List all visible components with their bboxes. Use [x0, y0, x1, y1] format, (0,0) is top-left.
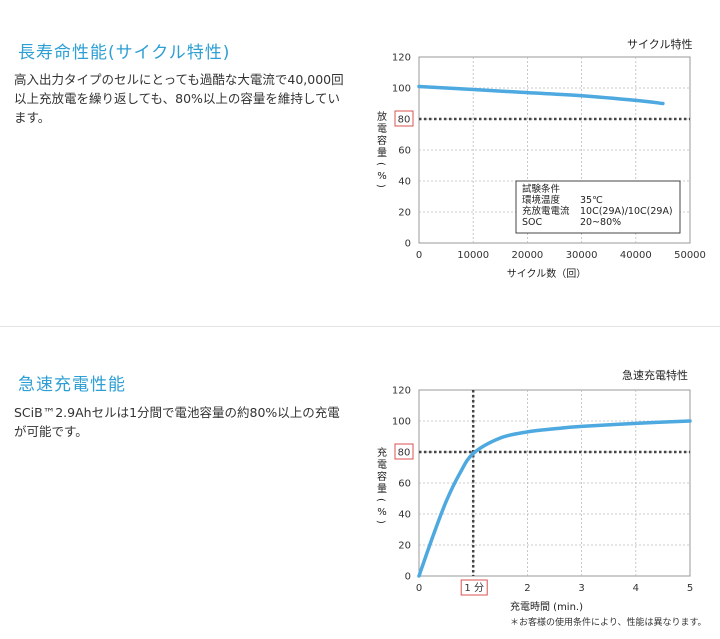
cycle-section: 長寿命性能(サイクル特性) 高入出力タイプのセルにとっても過酷な大電流で40,0… — [14, 38, 706, 281]
y-tick-label: 0 — [405, 239, 411, 250]
test-conditions-title: 試験条件 — [522, 183, 561, 195]
test-condition-label: SOC — [522, 217, 543, 228]
cycle-chart: 0 20 40 60 80 100 120 0 10000 20000 30000 40000 5000… — [375, 53, 706, 281]
x-tick-label: 30000 — [566, 250, 598, 261]
y-axis-label-char: ) — [375, 520, 386, 524]
y-tick-label: 20 — [398, 208, 411, 219]
reference-label-box — [394, 443, 414, 460]
series-line — [417, 419, 692, 578]
x-tick-label: 0 — [416, 250, 422, 261]
x-axis-label: サイクル数（回） — [507, 267, 587, 280]
y-tick-label: 120 — [392, 53, 411, 64]
y-axis-label-char: 充 — [377, 446, 387, 459]
y-axis-label-char: 電 — [377, 123, 387, 135]
reference-label-80: 80 — [398, 448, 411, 459]
y-axis-label-char: 量 — [377, 483, 387, 495]
test-condition-label: 環境温度 — [522, 194, 561, 206]
reference-vlabel: 1 分 — [464, 582, 484, 594]
y-axis-label-char: 電 — [377, 459, 387, 471]
test-condition-value: 10C(29A)/10C(29A) — [580, 206, 673, 217]
y-axis-label-char: % — [377, 171, 387, 182]
y-axis-label-char: 放 — [377, 110, 387, 123]
cycle-chart-title: サイクル特性 — [627, 38, 693, 51]
test-condition-value: 35℃ — [580, 195, 603, 206]
x-tick-label: 3 — [578, 583, 584, 594]
fast-charge-chart-title: 急速充電特性 — [622, 369, 688, 382]
series-line — [417, 84, 665, 106]
test-condition-value: 20~80% — [580, 217, 621, 228]
x-tick-label: 50000 — [674, 250, 706, 261]
reference-label-80: 80 — [398, 115, 411, 126]
fast-charge-section-description: SCiB™2.9Ahセルは1分間で電池容量の約80%以上の充電が可能です。 — [14, 405, 340, 439]
test-condition-label: 充放電電流 — [522, 205, 570, 217]
y-tick-label: 40 — [398, 510, 411, 521]
x-tick-label: 20000 — [511, 250, 543, 261]
x-tick-label: 40000 — [620, 250, 652, 261]
y-axis-label-char: 容 — [377, 470, 387, 483]
y-axis-label-char: ) — [375, 184, 386, 188]
fast-charge-section-title: 急速充電性能 — [18, 375, 126, 395]
y-axis-label-char: ( — [375, 498, 386, 502]
x-tick-label: 10000 — [457, 250, 489, 261]
cycle-section-title: 長寿命性能(サイクル特性) — [18, 43, 231, 63]
x-tick-label: 0 — [416, 583, 422, 594]
y-tick-label: 120 — [392, 386, 411, 397]
y-tick-label: 0 — [405, 572, 411, 583]
y-axis-label-char: 量 — [377, 147, 387, 159]
y-axis-label-char: ( — [375, 162, 386, 166]
disclaimer-note: ＊お客様の使用条件により、性能は異なります。 — [510, 618, 707, 628]
y-tick-label: 100 — [392, 417, 411, 428]
test-conditions-box — [515, 180, 681, 234]
y-tick-label: 100 — [392, 84, 411, 95]
y-tick-label: 40 — [398, 177, 411, 188]
cycle-section-description: 高入出力タイプのセルにとっても過酷な大電流で40,000回以上充放電を繰り返して… — [14, 72, 344, 125]
y-tick-label: 60 — [398, 146, 411, 157]
x-tick-label: 4 — [633, 583, 639, 594]
section-divider — [0, 326, 720, 327]
reference-vlabel-box — [460, 579, 488, 596]
fast-charge-section: 急速充電性能 SCiB™2.9Ahセルは1分間で電池容量の約80%以上の充電が可… — [0, 328, 720, 639]
x-tick-label: 5 — [687, 583, 693, 594]
y-axis-label-char: 容 — [377, 134, 387, 147]
reference-label-box — [394, 110, 414, 127]
x-tick-label: 2 — [524, 583, 530, 594]
y-tick-label: 20 — [398, 541, 411, 552]
y-tick-label: 60 — [398, 479, 411, 490]
x-axis-label: 充電時間 (min.) — [510, 600, 583, 613]
y-axis-label-char: % — [377, 507, 387, 518]
